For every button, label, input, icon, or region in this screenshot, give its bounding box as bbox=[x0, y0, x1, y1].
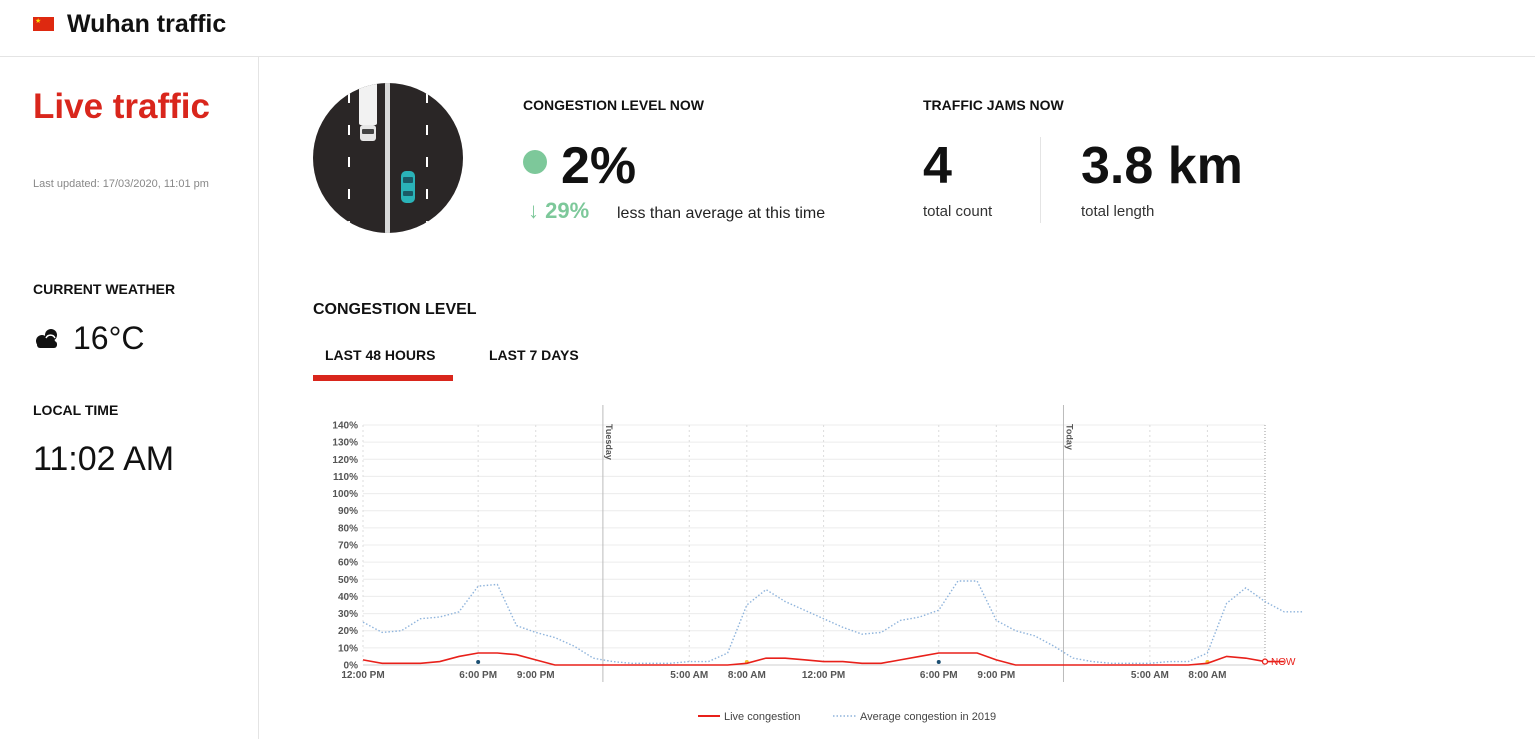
jam-length-label: total length bbox=[1081, 203, 1155, 220]
road-illustration-icon bbox=[313, 83, 463, 233]
x-tick-label: 12:00 PM bbox=[802, 670, 845, 681]
local-time-label: LOCAL TIME bbox=[33, 402, 119, 418]
x-tick-label: 6:00 PM bbox=[920, 670, 958, 681]
baseline-marker bbox=[476, 660, 481, 664]
x-tick-label: 9:00 PM bbox=[517, 670, 555, 681]
x-tick-label: 5:00 AM bbox=[670, 670, 708, 681]
temperature: 16°C bbox=[73, 320, 145, 356]
x-tick-label: 12:00 PM bbox=[341, 670, 384, 681]
active-tab-indicator bbox=[313, 375, 453, 381]
china-flag-icon: ★ bbox=[33, 17, 54, 31]
y-tick-label: 130% bbox=[332, 438, 358, 449]
y-tick-label: 110% bbox=[333, 472, 358, 483]
y-tick-label: 100% bbox=[332, 489, 358, 500]
last-updated-text: Last updated: 17/03/2020, 11:01 pm bbox=[33, 178, 209, 190]
traffic-jams-label: TRAFFIC JAMS NOW bbox=[923, 97, 1064, 113]
jam-count-label: total count bbox=[923, 203, 993, 220]
congestion-delta-text: less than average at this time bbox=[617, 205, 826, 222]
live-traffic-title: Live traffic bbox=[33, 87, 210, 126]
y-tick-label: 10% bbox=[338, 643, 358, 654]
tab-last-48-hours[interactable]: LAST 48 HOURS bbox=[325, 347, 436, 363]
congestion-chart: 0% 10% 20% 30% 40% 50% 60% 70% 80% 90% 100% 110% 120… bbox=[332, 405, 1304, 723]
legend-average-label: Average congestion in 2019 bbox=[860, 711, 996, 723]
day-marker-label: Tuesday bbox=[604, 424, 614, 460]
y-tick-label: 40% bbox=[338, 592, 358, 603]
now-point bbox=[1261, 658, 1269, 665]
y-tick-label: 120% bbox=[332, 455, 358, 466]
congestion-now-value: 2% bbox=[561, 137, 637, 195]
live-congestion-line bbox=[362, 652, 1285, 666]
day-marker-label: Today bbox=[1064, 424, 1074, 450]
baseline-marker bbox=[936, 660, 941, 664]
congestion-now-label: CONGESTION LEVEL NOW bbox=[523, 97, 704, 113]
y-tick-label: 70% bbox=[338, 541, 358, 552]
congestion-delta: ↓ 29% bbox=[528, 198, 590, 223]
y-tick-label: 90% bbox=[338, 506, 358, 517]
legend-live-label: Live congestion bbox=[724, 711, 800, 723]
main-content: CONGESTION LEVEL NOW 2% ↓ 29% less than … bbox=[260, 57, 1535, 739]
now-label: NOW bbox=[1271, 657, 1296, 668]
y-tick-label: 20% bbox=[338, 626, 358, 637]
x-tick-label: 8:00 AM bbox=[1188, 670, 1226, 681]
y-tick-label: 80% bbox=[338, 523, 358, 534]
y-tick-label: 60% bbox=[338, 558, 358, 569]
y-tick-label: 0% bbox=[344, 661, 359, 672]
top-bar: ★ Wuhan traffic bbox=[0, 0, 1535, 57]
average-congestion-line bbox=[362, 580, 1304, 664]
jam-length: 3.8 km bbox=[1081, 137, 1243, 195]
weather-row: 16°C bbox=[33, 320, 145, 357]
congestion-status-dot bbox=[523, 150, 547, 174]
congestion-section-title: CONGESTION LEVEL bbox=[313, 301, 477, 318]
y-tick-label: 30% bbox=[338, 609, 358, 620]
jam-count: 4 bbox=[923, 137, 952, 195]
y-tick-label: 50% bbox=[338, 575, 358, 586]
y-tick-label: 140% bbox=[332, 421, 358, 432]
local-time-value: 11:02 AM bbox=[33, 440, 175, 478]
x-tick-label: 9:00 PM bbox=[977, 670, 1015, 681]
x-tick-label: 6:00 PM bbox=[459, 670, 497, 681]
x-tick-label: 8:00 AM bbox=[728, 670, 766, 681]
weather-label: CURRENT WEATHER bbox=[33, 281, 176, 297]
stats-divider bbox=[1040, 137, 1041, 223]
x-tick-label: 5:00 AM bbox=[1131, 670, 1169, 681]
page-title: Wuhan traffic bbox=[67, 10, 227, 38]
sidebar: Live traffic Last updated: 17/03/2020, 1… bbox=[0, 57, 259, 739]
cloud-sun-icon bbox=[36, 328, 57, 348]
tab-last-7-days[interactable]: LAST 7 DAYS bbox=[489, 347, 579, 363]
